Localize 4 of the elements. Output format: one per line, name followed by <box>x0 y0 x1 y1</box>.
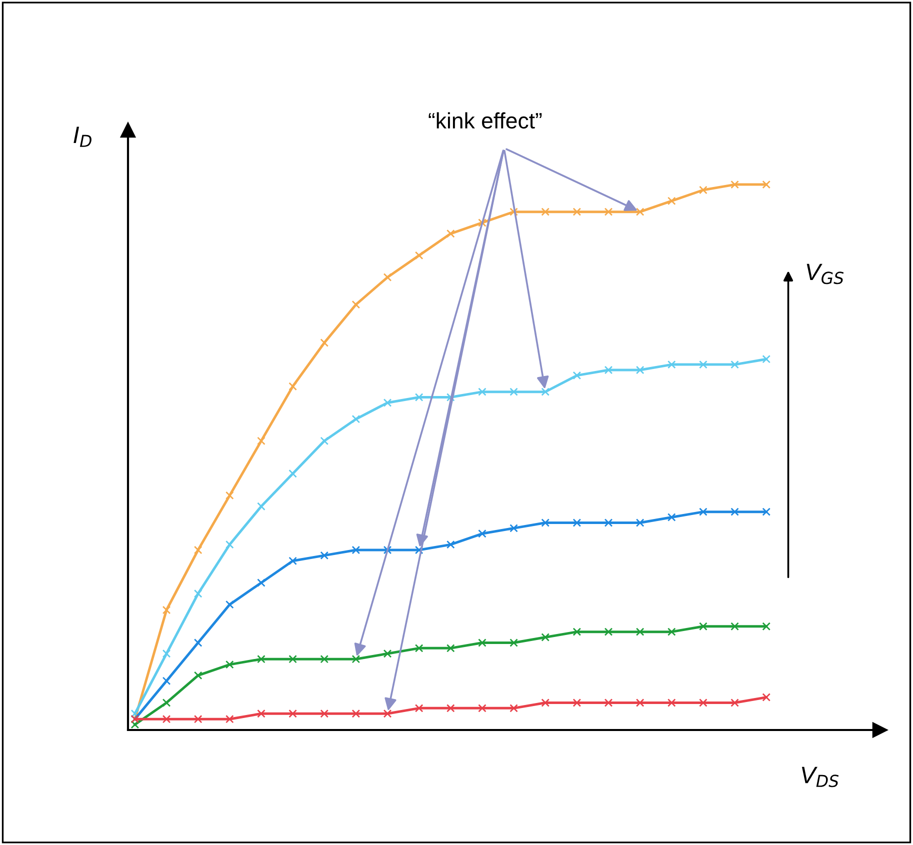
y-axis-title: I$_{D}$ <box>74 126 92 147</box>
text: V$_{GS}$ <box>806 264 844 284</box>
x-axis-title: V$_{DS}$ <box>802 766 839 788</box>
text: “kink effect” <box>428 112 542 129</box>
